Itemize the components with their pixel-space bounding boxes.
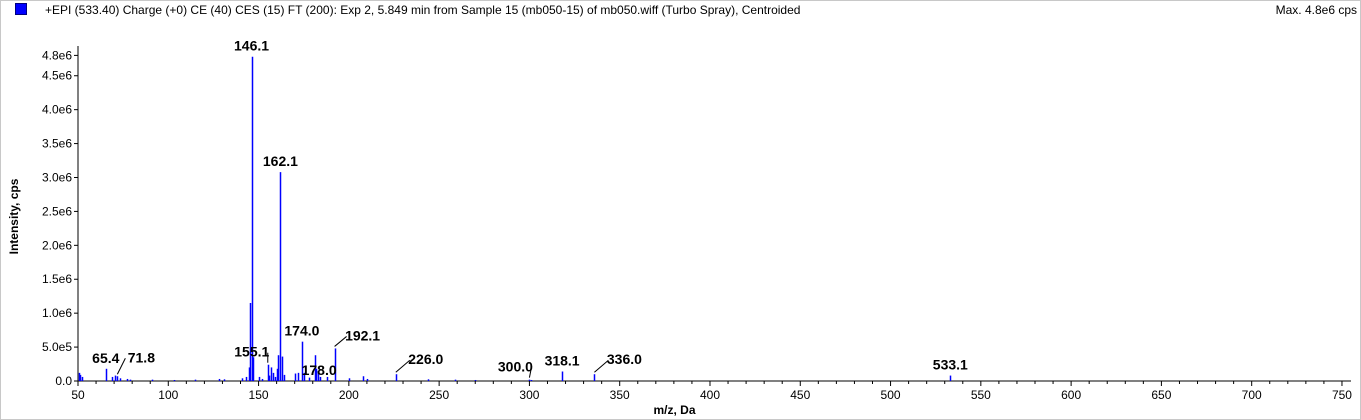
y-tick-label: 4.5e6 xyxy=(42,69,72,83)
spectrum-header: +EPI (533.40) Charge (+0) CE (40) CES (1… xyxy=(0,0,1361,20)
y-tick-label: 1.0e6 xyxy=(42,306,72,320)
spectrum-peaks xyxy=(78,56,952,381)
peak-label: 178.0 xyxy=(302,362,337,378)
y-tick-label: 3.0e6 xyxy=(42,170,72,184)
x-tick-label: 150 xyxy=(249,388,269,402)
peak-label: 533.1 xyxy=(933,357,968,373)
x-tick-label: 350 xyxy=(610,388,630,402)
x-tick-label: 50 xyxy=(71,388,85,402)
x-tick-label: 500 xyxy=(881,388,901,402)
x-tick-label: 750 xyxy=(1332,388,1352,402)
x-tick-label: 700 xyxy=(1242,388,1262,402)
peak-label-leader xyxy=(334,336,347,347)
x-tick-label: 450 xyxy=(790,388,810,402)
y-axis-ticks: 0.0 5.0e5 1.0e6 1.5e6 2.0e6 2.5e6 3.0e6 3.5e6 4.… xyxy=(42,48,78,388)
y-tick-label: 2.0e6 xyxy=(42,238,72,252)
y-tick-label: 2.5e6 xyxy=(42,204,72,218)
peak-label: 65.4 xyxy=(92,350,119,366)
peak-label: 71.8 xyxy=(128,349,155,365)
spectrum-title: +EPI (533.40) Charge (+0) CE (40) CES (1… xyxy=(45,3,801,17)
y-tick-label: 5.0e5 xyxy=(42,340,72,354)
peak-label-leader xyxy=(395,359,411,373)
series-legend-swatch[interactable] xyxy=(15,3,27,15)
peak-label: 300.0 xyxy=(498,359,533,375)
peak-label: 174.0 xyxy=(284,323,319,339)
peak-label: 146.1 xyxy=(234,38,269,54)
chart-axes xyxy=(77,46,1351,382)
y-tick-label: 4.8e6 xyxy=(42,48,72,62)
peak-labels: 65.4 71.8 146.1 155.1 162.1 174.0 178.0 192.1 22… xyxy=(92,38,968,378)
y-tick-label: 1.5e6 xyxy=(42,272,72,286)
peak-label-leader xyxy=(594,359,609,373)
x-tick-label: 600 xyxy=(1061,388,1081,402)
x-tick-label: 400 xyxy=(700,388,720,402)
peak-label: 155.1 xyxy=(234,344,269,360)
y-tick-label: 0.0 xyxy=(55,374,72,388)
x-tick-label: 100 xyxy=(158,388,178,402)
peak-label-leader xyxy=(116,358,126,375)
peak-label: 318.1 xyxy=(545,353,580,369)
peak-label: 162.1 xyxy=(263,153,298,169)
max-intensity-label: Max. 4.8e6 cps xyxy=(1275,3,1357,17)
peak-label-leader xyxy=(528,367,532,378)
x-axis-ticks: 50 100 150 200 250 300 350 400 450 500 550 600 650 70… xyxy=(71,381,1352,402)
x-axis-title: m/z, Da xyxy=(653,403,695,417)
y-tick-label: 4.0e6 xyxy=(42,103,72,117)
y-axis-title: Intensity, cps xyxy=(7,178,21,254)
y-tick-label: 3.5e6 xyxy=(42,137,72,151)
x-tick-label: 300 xyxy=(519,388,539,402)
peak-label: 336.0 xyxy=(607,351,642,367)
x-tick-label: 200 xyxy=(339,388,359,402)
x-tick-label: 550 xyxy=(971,388,991,402)
x-tick-label: 650 xyxy=(1151,388,1171,402)
peak-label: 226.0 xyxy=(408,351,443,367)
x-tick-label: 250 xyxy=(429,388,449,402)
peak-label: 192.1 xyxy=(345,327,380,343)
